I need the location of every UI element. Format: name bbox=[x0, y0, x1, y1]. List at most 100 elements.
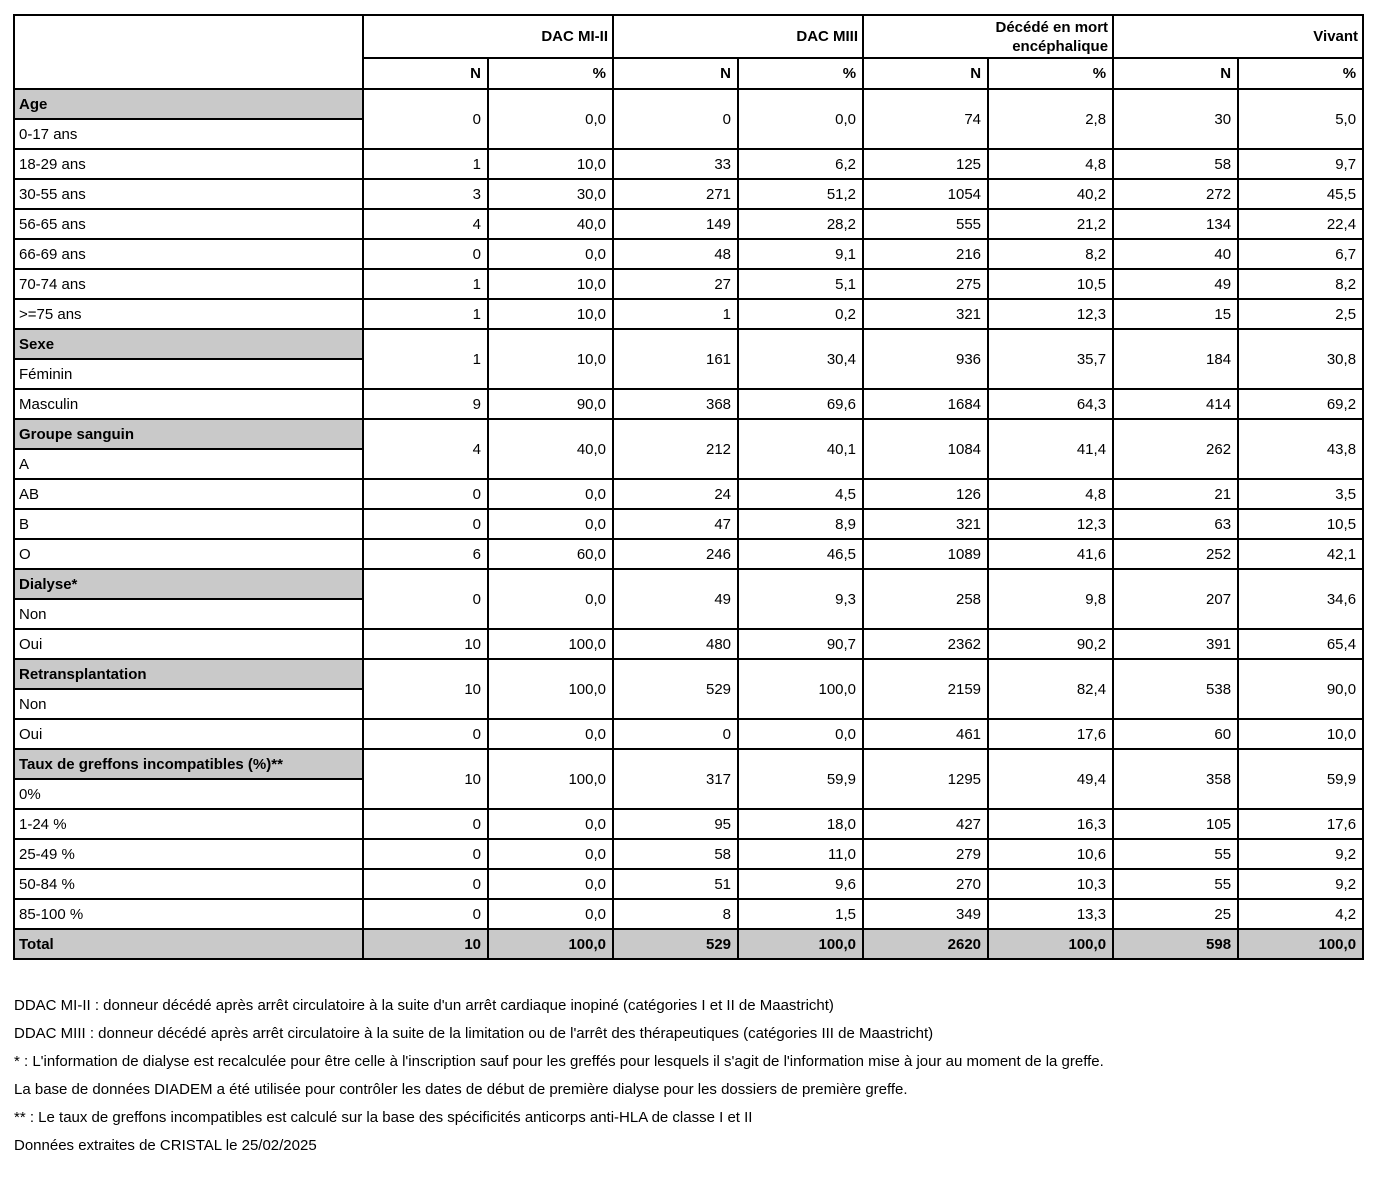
value-cell: 90,7 bbox=[737, 628, 865, 660]
value-cell: 40,0 bbox=[486, 418, 615, 480]
table-row: 66-69 ans 0 0,0 48 9,1 216 8,2 40 6,7 bbox=[13, 238, 1365, 270]
section-title-row: Taux de greffons incompatibles (%)** 10 10… bbox=[13, 748, 1365, 810]
value-cell: 60,0 bbox=[486, 538, 615, 570]
value-cell: 8,9 bbox=[737, 508, 865, 540]
table-row: 0% bbox=[13, 778, 1363, 810]
row-label: 18-29 ans bbox=[13, 148, 364, 180]
value-cell: 0,0 bbox=[486, 808, 615, 840]
value-cell: 0 bbox=[362, 238, 489, 270]
value-cell: 4,2 bbox=[1237, 898, 1365, 930]
value-cell: 1084 bbox=[862, 418, 990, 480]
value-cell: 10 bbox=[362, 658, 489, 720]
value-cell: 1 bbox=[362, 298, 489, 330]
value-cell: 212 bbox=[612, 418, 740, 480]
value-cell: 10,3 bbox=[987, 868, 1115, 900]
table-row: Non bbox=[13, 598, 1363, 630]
value-cell: 43,8 bbox=[1237, 418, 1365, 480]
table-row: 50-84 % 0 0,0 51 9,6 270 10,3 55 9,2 bbox=[13, 868, 1365, 900]
value-cell: 0 bbox=[362, 868, 489, 900]
value-cell: 8 bbox=[612, 898, 740, 930]
value-cell: 58 bbox=[612, 838, 740, 870]
value-cell: 17,6 bbox=[987, 718, 1115, 750]
row-label: >=75 ans bbox=[13, 298, 364, 330]
value-cell: 49 bbox=[1112, 268, 1240, 300]
value-cell: 30 bbox=[1112, 88, 1240, 150]
column-group-header: DAC MI-II bbox=[361, 14, 615, 59]
row-label: 1-24 % bbox=[13, 808, 364, 840]
value-cell: 95 bbox=[612, 808, 740, 840]
value-cell: 10,0 bbox=[486, 298, 615, 330]
footnote: * : L'information de dialyse est recalcu… bbox=[14, 1053, 1104, 1070]
value-cell: 0 bbox=[362, 808, 489, 840]
value-cell: 65,4 bbox=[1237, 628, 1365, 660]
value-cell: 126 bbox=[862, 478, 990, 510]
value-cell: 9,6 bbox=[737, 868, 865, 900]
value-cell: 74 bbox=[862, 88, 990, 150]
value-cell: 51 bbox=[612, 868, 740, 900]
value-cell: 13,3 bbox=[987, 898, 1115, 930]
value-cell: 0 bbox=[612, 88, 740, 150]
value-cell: 9,7 bbox=[1237, 148, 1365, 180]
row-label: 0-17 ans bbox=[13, 118, 364, 150]
value-cell: 5,0 bbox=[1237, 88, 1365, 150]
table-row: 1-24 % 0 0,0 95 18,0 427 16,3 105 17,6 bbox=[13, 808, 1365, 840]
value-cell: 321 bbox=[862, 508, 990, 540]
value-cell: 271 bbox=[612, 178, 740, 210]
section-title: Taux de greffons incompatibles (%)** bbox=[13, 748, 364, 780]
value-cell: 2,8 bbox=[987, 88, 1115, 150]
value-cell: 82,4 bbox=[987, 658, 1115, 720]
sub-header-cell: % bbox=[1237, 57, 1365, 90]
value-cell: 358 bbox=[1112, 748, 1240, 810]
table-row: Non bbox=[13, 688, 1363, 720]
row-label: AB bbox=[13, 478, 364, 510]
value-cell: 0 bbox=[362, 478, 489, 510]
value-cell: 21,2 bbox=[987, 208, 1115, 240]
column-group-header: DAC MIII bbox=[612, 14, 865, 59]
value-cell: 40,1 bbox=[737, 418, 865, 480]
value-cell: 28,2 bbox=[737, 208, 865, 240]
section-title-row: Dialyse* 0 0,0 49 9,3 258 9,8 207 34,6 bbox=[13, 568, 1365, 630]
value-cell: 10 bbox=[362, 748, 489, 810]
total-value-cell: 598 bbox=[1112, 928, 1240, 960]
value-cell: 538 bbox=[1112, 658, 1240, 720]
value-cell: 27 bbox=[612, 268, 740, 300]
value-cell: 0,0 bbox=[486, 718, 615, 750]
section-title-row: Age 0 0,0 0 0,0 74 2,8 30 5,0 bbox=[13, 88, 1365, 150]
value-cell: 100,0 bbox=[486, 658, 615, 720]
row-label: B bbox=[13, 508, 364, 540]
value-cell: 0,0 bbox=[486, 238, 615, 270]
value-cell: 207 bbox=[1112, 568, 1240, 630]
value-cell: 272 bbox=[1112, 178, 1240, 210]
stats-table: DAC MI-II DAC MIII Décédé en mort encéphal… bbox=[13, 14, 1365, 960]
sub-header-cell: N bbox=[1112, 57, 1240, 90]
value-cell: 0 bbox=[362, 838, 489, 870]
value-cell: 9,3 bbox=[737, 568, 865, 630]
total-value-cell: 529 bbox=[612, 928, 740, 960]
value-cell: 40 bbox=[1112, 238, 1240, 270]
row-label: 70-74 ans bbox=[13, 268, 364, 300]
table-row: B 0 0,0 47 8,9 321 12,3 63 10,5 bbox=[13, 508, 1365, 540]
value-cell: 9,8 bbox=[987, 568, 1115, 630]
row-label: Non bbox=[13, 688, 364, 720]
value-cell: 30,8 bbox=[1237, 328, 1365, 390]
value-cell: 40,0 bbox=[486, 208, 615, 240]
value-cell: 9,1 bbox=[737, 238, 865, 270]
value-cell: 41,4 bbox=[987, 418, 1115, 480]
value-cell: 69,2 bbox=[1237, 388, 1365, 420]
value-cell: 10,0 bbox=[486, 148, 615, 180]
table-row: 0-17 ans bbox=[13, 118, 1363, 150]
value-cell: 6,7 bbox=[1237, 238, 1365, 270]
value-cell: 33 bbox=[612, 148, 740, 180]
value-cell: 30,4 bbox=[737, 328, 865, 390]
value-cell: 10,0 bbox=[486, 328, 615, 390]
value-cell: 10,5 bbox=[1237, 508, 1365, 540]
value-cell: 0,0 bbox=[486, 478, 615, 510]
value-cell: 0,0 bbox=[486, 88, 615, 150]
value-cell: 22,4 bbox=[1237, 208, 1365, 240]
value-cell: 161 bbox=[612, 328, 740, 390]
table-row: A bbox=[13, 448, 1363, 480]
value-cell: 252 bbox=[1112, 538, 1240, 570]
value-cell: 47 bbox=[612, 508, 740, 540]
value-cell: 4,8 bbox=[987, 478, 1115, 510]
table-row: 56-65 ans 4 40,0 149 28,2 555 21,2 134 22,4 bbox=[13, 208, 1365, 240]
